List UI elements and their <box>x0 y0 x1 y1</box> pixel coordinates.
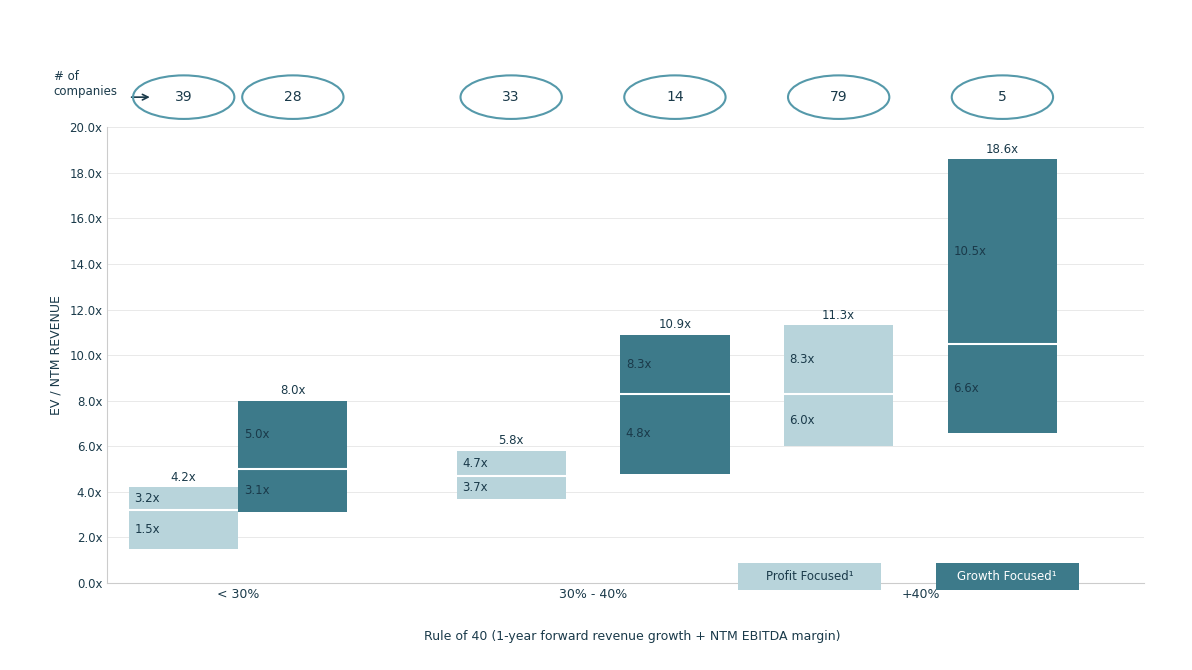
Text: 4.7x: 4.7x <box>462 457 488 470</box>
Text: 1.5x: 1.5x <box>135 523 160 536</box>
Text: 10.9x: 10.9x <box>658 318 691 331</box>
Text: Rule of 40 (1-year forward revenue growth + NTM EBITDA margin): Rule of 40 (1-year forward revenue growt… <box>423 630 840 643</box>
Text: # of
companies: # of companies <box>54 70 118 98</box>
Text: Growth Focused¹: Growth Focused¹ <box>957 570 1057 583</box>
Bar <box>129 510 238 549</box>
Text: 5: 5 <box>998 90 1007 104</box>
Text: 4.2x: 4.2x <box>170 471 197 484</box>
Text: 8.0x: 8.0x <box>280 384 305 397</box>
Text: 8.3x: 8.3x <box>626 358 651 371</box>
Text: 5.0x: 5.0x <box>243 428 269 442</box>
Text: 8.3x: 8.3x <box>789 353 815 366</box>
Text: 33: 33 <box>503 90 520 104</box>
Y-axis label: EV / NTM REVENUE: EV / NTM REVENUE <box>49 295 62 415</box>
Bar <box>457 476 566 498</box>
Bar <box>620 394 730 474</box>
Bar <box>129 487 238 510</box>
Bar <box>238 401 347 469</box>
Text: 3.7x: 3.7x <box>462 480 488 494</box>
Text: 79: 79 <box>830 90 848 104</box>
Text: Profit Focused¹: Profit Focused¹ <box>765 570 853 583</box>
Text: VALUATION SPREAD OF GROWTH VS PROFIT: VALUATION SPREAD OF GROWTH VS PROFIT <box>18 24 462 42</box>
Text: 4.8x: 4.8x <box>626 427 651 440</box>
Bar <box>238 469 347 513</box>
Text: 6.6x: 6.6x <box>954 382 979 395</box>
Text: 3.2x: 3.2x <box>135 492 160 505</box>
Text: 39: 39 <box>175 90 192 104</box>
Text: 28: 28 <box>284 90 302 104</box>
Text: 6.0x: 6.0x <box>789 413 815 427</box>
Text: 5.8x: 5.8x <box>498 434 524 448</box>
Text: 14: 14 <box>666 90 684 104</box>
Text: 18.6x: 18.6x <box>986 143 1019 155</box>
Bar <box>784 394 893 446</box>
Text: 11.3x: 11.3x <box>822 309 855 322</box>
Text: 3.1x: 3.1x <box>243 484 269 497</box>
Bar <box>784 326 893 394</box>
Text: 10.5x: 10.5x <box>954 245 986 258</box>
Bar <box>457 451 566 476</box>
Bar <box>948 344 1057 433</box>
Bar <box>620 334 730 394</box>
Bar <box>948 159 1057 344</box>
